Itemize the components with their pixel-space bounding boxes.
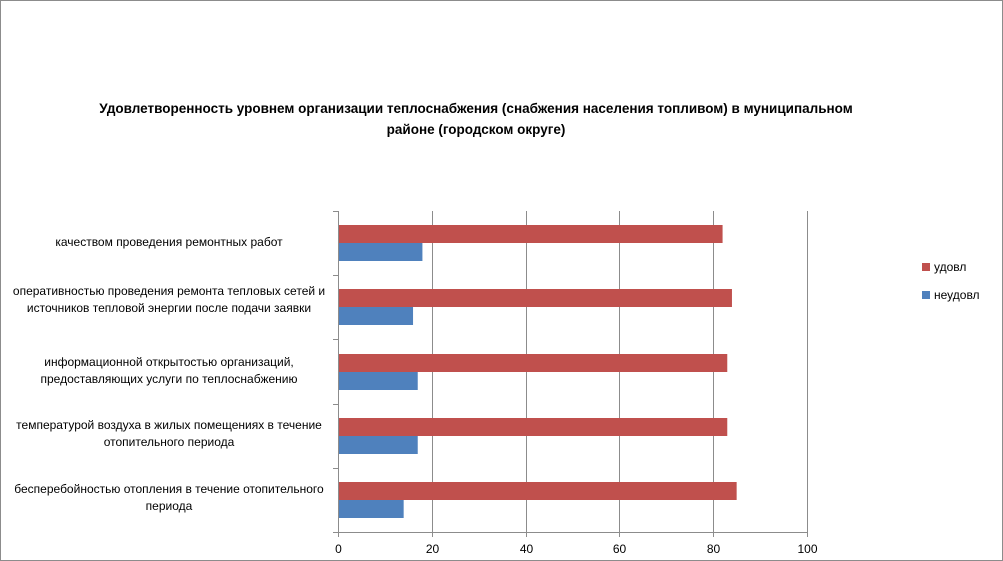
bar-neudovl (339, 243, 423, 261)
bar-neudovl (339, 500, 404, 518)
x-tick-label: 0 (335, 542, 342, 556)
bar-neudovl (339, 372, 418, 390)
category-label: качеством проведения ремонтных работ (55, 235, 283, 249)
chart-title: Удовлетворенность уровнем организации те… (99, 101, 853, 137)
legend-label: неудовл (934, 287, 980, 302)
category-label: температурой воздуха в жилых помещениях … (16, 418, 322, 449)
category-label: оперативностью проведения ремонта теплов… (12, 284, 326, 315)
legend-swatch (922, 262, 930, 271)
category-label: информационной открытостью организаций, … (40, 355, 298, 386)
legend-label: удовл (934, 259, 967, 274)
x-tick-label: 80 (707, 542, 721, 556)
bar-neudovl (339, 307, 414, 325)
bar-udovl (339, 354, 728, 372)
category-label: бесперебойностью отопления в течение ото… (14, 482, 324, 513)
x-tick-label: 100 (797, 542, 817, 556)
legend-swatch (922, 290, 930, 299)
legend-item: удовл (922, 259, 967, 274)
bar-udovl (339, 289, 732, 307)
x-tick-label: 20 (426, 542, 440, 556)
bar-udovl (339, 482, 737, 500)
bar-neudovl (339, 436, 418, 454)
bar-udovl (339, 225, 723, 243)
x-tick-label: 60 (613, 542, 627, 556)
legend-item: неудовл (922, 287, 980, 302)
x-tick-label: 40 (520, 542, 534, 556)
bar-udovl (339, 418, 728, 436)
